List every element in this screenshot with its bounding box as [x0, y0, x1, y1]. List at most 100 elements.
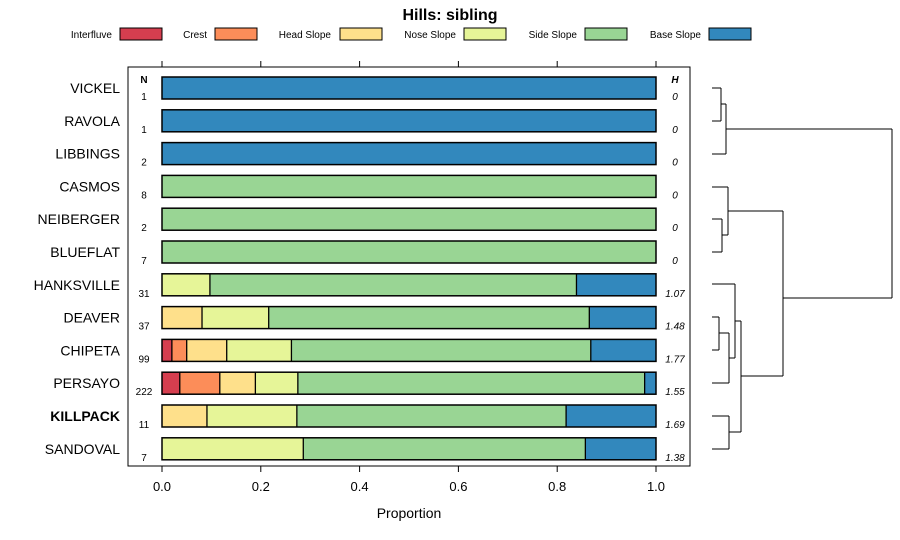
bar-outline	[161, 305, 657, 330]
h-value: 1.48	[665, 322, 685, 333]
bars	[161, 76, 657, 461]
bar-segment	[226, 339, 292, 362]
bar-segment	[162, 142, 656, 165]
n-value: 1	[141, 92, 147, 103]
h-header: H	[671, 75, 679, 86]
bar-outline	[161, 240, 657, 264]
bar-segment	[202, 306, 269, 329]
row-label: BLUEFLAT	[50, 244, 120, 260]
h-value: 1.07	[665, 289, 685, 300]
legend-swatch-side-slope	[584, 27, 628, 41]
h-value: 1.69	[665, 420, 685, 431]
bar-segment	[206, 405, 297, 427]
n-value: 99	[138, 354, 150, 365]
bar-outline	[161, 273, 657, 297]
bar-segment	[585, 437, 656, 460]
h-value: 1.77	[665, 354, 685, 365]
row-label: RAVOLA	[64, 113, 120, 129]
legend-swatch-base-slope	[708, 27, 752, 41]
x-tick-label: 0.8	[548, 479, 566, 494]
h-value: 1.55	[665, 387, 685, 398]
legend-label-head-slope: Head Slope	[279, 30, 332, 41]
h-value: 0	[672, 223, 678, 234]
bar-segment	[219, 372, 256, 395]
x-tick-label: 0.2	[252, 479, 270, 494]
row-label: SANDOVAL	[45, 441, 120, 457]
bar-outline	[161, 109, 657, 133]
legend: Interfluve Crest Head Slope Nose Slope Side …	[71, 27, 752, 41]
bar-segment	[162, 241, 656, 263]
bar-segment	[162, 372, 180, 395]
row-label: HANKSVILLE	[34, 277, 120, 293]
legend-label-crest: Crest	[183, 30, 207, 41]
bar-segment	[162, 77, 656, 99]
bar-segment	[186, 339, 227, 362]
legend-label-interfluve: Interfluve	[71, 30, 113, 41]
n-value: 7	[141, 453, 147, 464]
bar-segment	[590, 339, 656, 362]
h-value: 0	[672, 158, 678, 169]
bar-outline	[161, 437, 657, 461]
n-value: 8	[141, 190, 147, 201]
h-value: 0	[672, 92, 678, 103]
bar-segment	[162, 175, 656, 198]
bar-segment	[162, 208, 656, 231]
legend-swatch-nose-slope	[463, 27, 507, 41]
bar-segment	[644, 372, 656, 395]
bar-segment	[179, 372, 220, 395]
legend-swatch-interfluve	[119, 27, 163, 41]
bar-segment	[162, 306, 203, 329]
n-value: 1	[141, 125, 147, 136]
n-header: N	[140, 75, 147, 86]
h-value: 1.38	[665, 453, 685, 464]
x-axis-label: Proportion	[377, 505, 442, 521]
bar-segment	[566, 405, 656, 427]
bar-segment	[291, 339, 591, 362]
x-tick-label: 0.4	[351, 479, 369, 494]
bar-outline	[161, 76, 657, 100]
bar-segment	[297, 372, 645, 395]
legend-swatch-head-slope	[339, 27, 383, 41]
bar-outline	[161, 338, 657, 363]
n-value: 222	[136, 387, 153, 398]
n-value: 7	[141, 256, 147, 267]
row-label: KILLPACK	[50, 408, 120, 424]
bar-segment	[255, 372, 298, 395]
bar-segment	[162, 437, 304, 460]
h-value: 0	[672, 125, 678, 136]
row-label: CHIPETA	[60, 342, 120, 358]
n-value: 11	[139, 420, 150, 431]
row-label: PERSAYO	[53, 375, 120, 391]
bar-segment	[209, 273, 577, 296]
row-labels: N H VICKEL 1 0 RAVOLA 1 0 LIBBINGS 2 0 CASMOS 8 0 NEIB…	[34, 75, 686, 464]
legend-label-base-slope: Base Slope	[650, 30, 702, 41]
x-tick-label: 0.0	[153, 479, 171, 494]
h-value: 0	[672, 190, 678, 201]
bar-segment	[162, 405, 207, 427]
bar-segment	[162, 273, 210, 296]
legend-label-side-slope: Side Slope	[529, 30, 578, 41]
row-label: NEIBERGER	[38, 211, 120, 227]
row-label: CASMOS	[59, 178, 120, 194]
bar-segment	[268, 306, 590, 329]
row-label: LIBBINGS	[55, 146, 120, 162]
row-label: VICKEL	[70, 80, 120, 96]
n-value: 31	[138, 289, 150, 300]
legend-label-nose-slope: Nose Slope	[404, 30, 456, 41]
x-tick-label: 0.6	[449, 479, 467, 494]
chart-title: Hills: sibling	[402, 7, 497, 24]
bar-segment	[171, 339, 187, 362]
bar-segment	[296, 405, 567, 427]
bar-segment	[162, 339, 172, 362]
row-label: DEAVER	[63, 310, 120, 326]
h-value: 0	[672, 256, 678, 267]
bar-outline	[161, 141, 657, 166]
bar-segment	[589, 306, 656, 329]
bar-segment	[162, 109, 656, 132]
n-value: 2	[141, 223, 147, 234]
n-value: 37	[138, 322, 150, 333]
bar-outline	[161, 371, 657, 395]
bar-segment	[576, 273, 656, 296]
bar-outline	[161, 174, 657, 199]
